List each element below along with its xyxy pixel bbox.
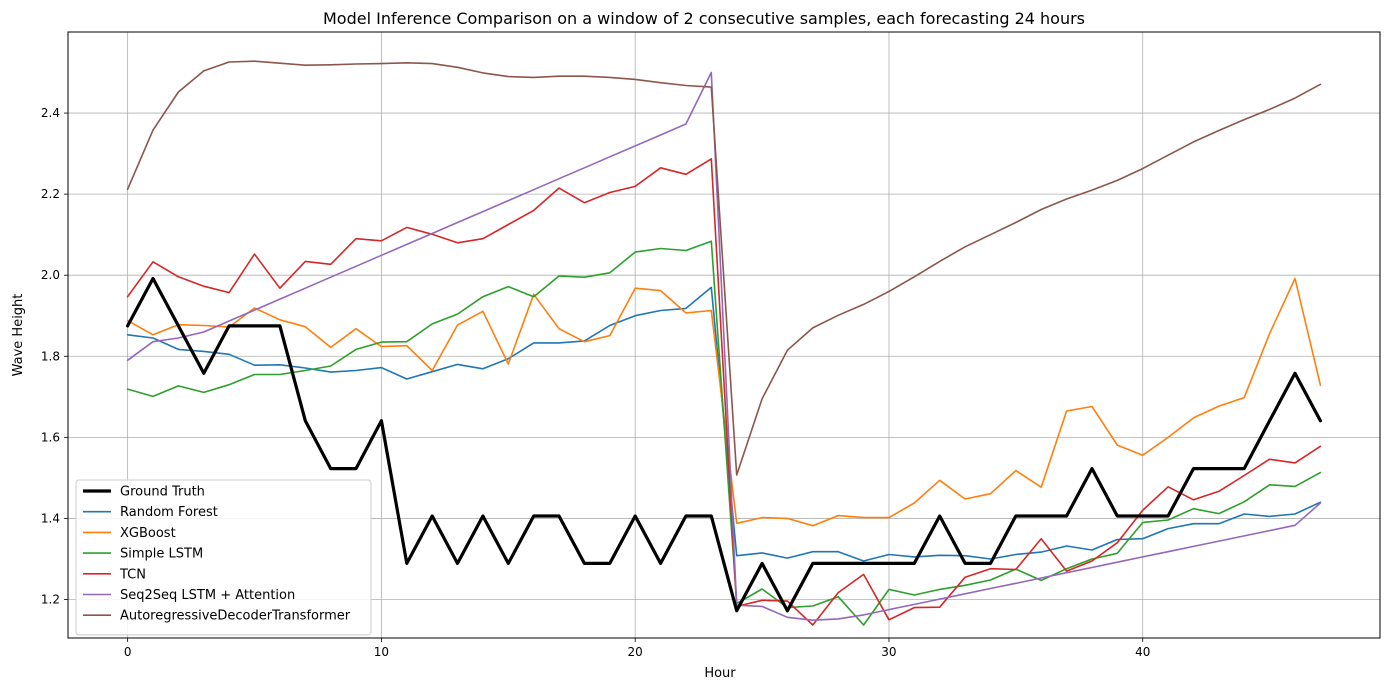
series-line-seq2seq-lstm-attention	[126, 71, 1322, 622]
series-line-simple-lstm	[126, 240, 1322, 626]
x-tick-label: 30	[881, 645, 896, 659]
x-tick-label: 0	[124, 645, 132, 659]
chart-title: Model Inference Comparison on a window o…	[323, 9, 1085, 28]
series-line-autoregressivedecodertransformer	[126, 60, 1322, 476]
x-tick-label: 10	[374, 645, 389, 659]
series-line-ground-truth	[125, 276, 1323, 613]
legend-label: TCN	[119, 567, 146, 582]
y-tick-label: 2.4	[41, 106, 60, 120]
legend-label: Ground Truth	[120, 485, 205, 500]
legend: Ground Truth Random Forest XGBoost Simple L…	[75, 479, 372, 636]
legend-label: Seq2Seq LSTM + Attention	[120, 588, 295, 603]
axis-ticks: 0 10 20 30 40 1.2 1.4 1.6 1.8 2.0 2.2 2.4	[41, 106, 1150, 659]
y-tick-label: 1.4	[41, 511, 60, 525]
y-tick-label: 1.2	[41, 592, 60, 606]
y-tick-label: 1.6	[41, 430, 60, 444]
x-axis-label: Hour	[704, 666, 736, 681]
y-tick-label: 2.0	[41, 268, 60, 282]
legend-label: AutoregressiveDecoderTransformer	[120, 609, 351, 624]
y-axis-label: Wave Height	[11, 294, 26, 377]
series-lines	[125, 60, 1323, 626]
y-tick-label: 1.8	[41, 349, 60, 363]
x-tick-label: 20	[628, 645, 643, 659]
legend-label: Random Forest	[120, 505, 218, 520]
legend-label: Simple LSTM	[120, 547, 203, 562]
plot-frame	[67, 31, 1381, 639]
series-line-tcn	[126, 158, 1322, 626]
x-tick-label: 40	[1135, 645, 1150, 659]
legend-label: XGBoost	[120, 526, 176, 541]
legend-box	[75, 479, 372, 636]
y-tick-label: 2.2	[41, 187, 60, 201]
